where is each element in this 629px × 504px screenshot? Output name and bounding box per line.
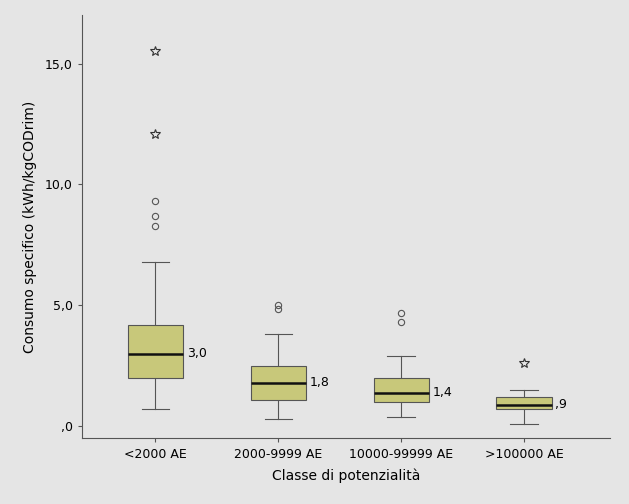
FancyBboxPatch shape: [496, 397, 552, 409]
Text: 1,8: 1,8: [309, 376, 330, 389]
Text: 1,4: 1,4: [433, 386, 452, 399]
FancyBboxPatch shape: [374, 378, 429, 402]
FancyBboxPatch shape: [128, 325, 183, 378]
Y-axis label: Consumo specifico (kWh/kgCODrim): Consumo specifico (kWh/kgCODrim): [23, 101, 36, 353]
X-axis label: Classe di potenzialità: Classe di potenzialità: [272, 469, 420, 483]
Text: ,9: ,9: [555, 398, 567, 411]
Text: 3,0: 3,0: [187, 347, 207, 360]
FancyBboxPatch shape: [251, 366, 306, 400]
